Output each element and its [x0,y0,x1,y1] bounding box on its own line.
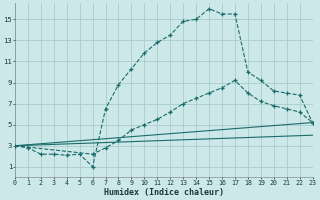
X-axis label: Humidex (Indice chaleur): Humidex (Indice chaleur) [104,188,224,197]
